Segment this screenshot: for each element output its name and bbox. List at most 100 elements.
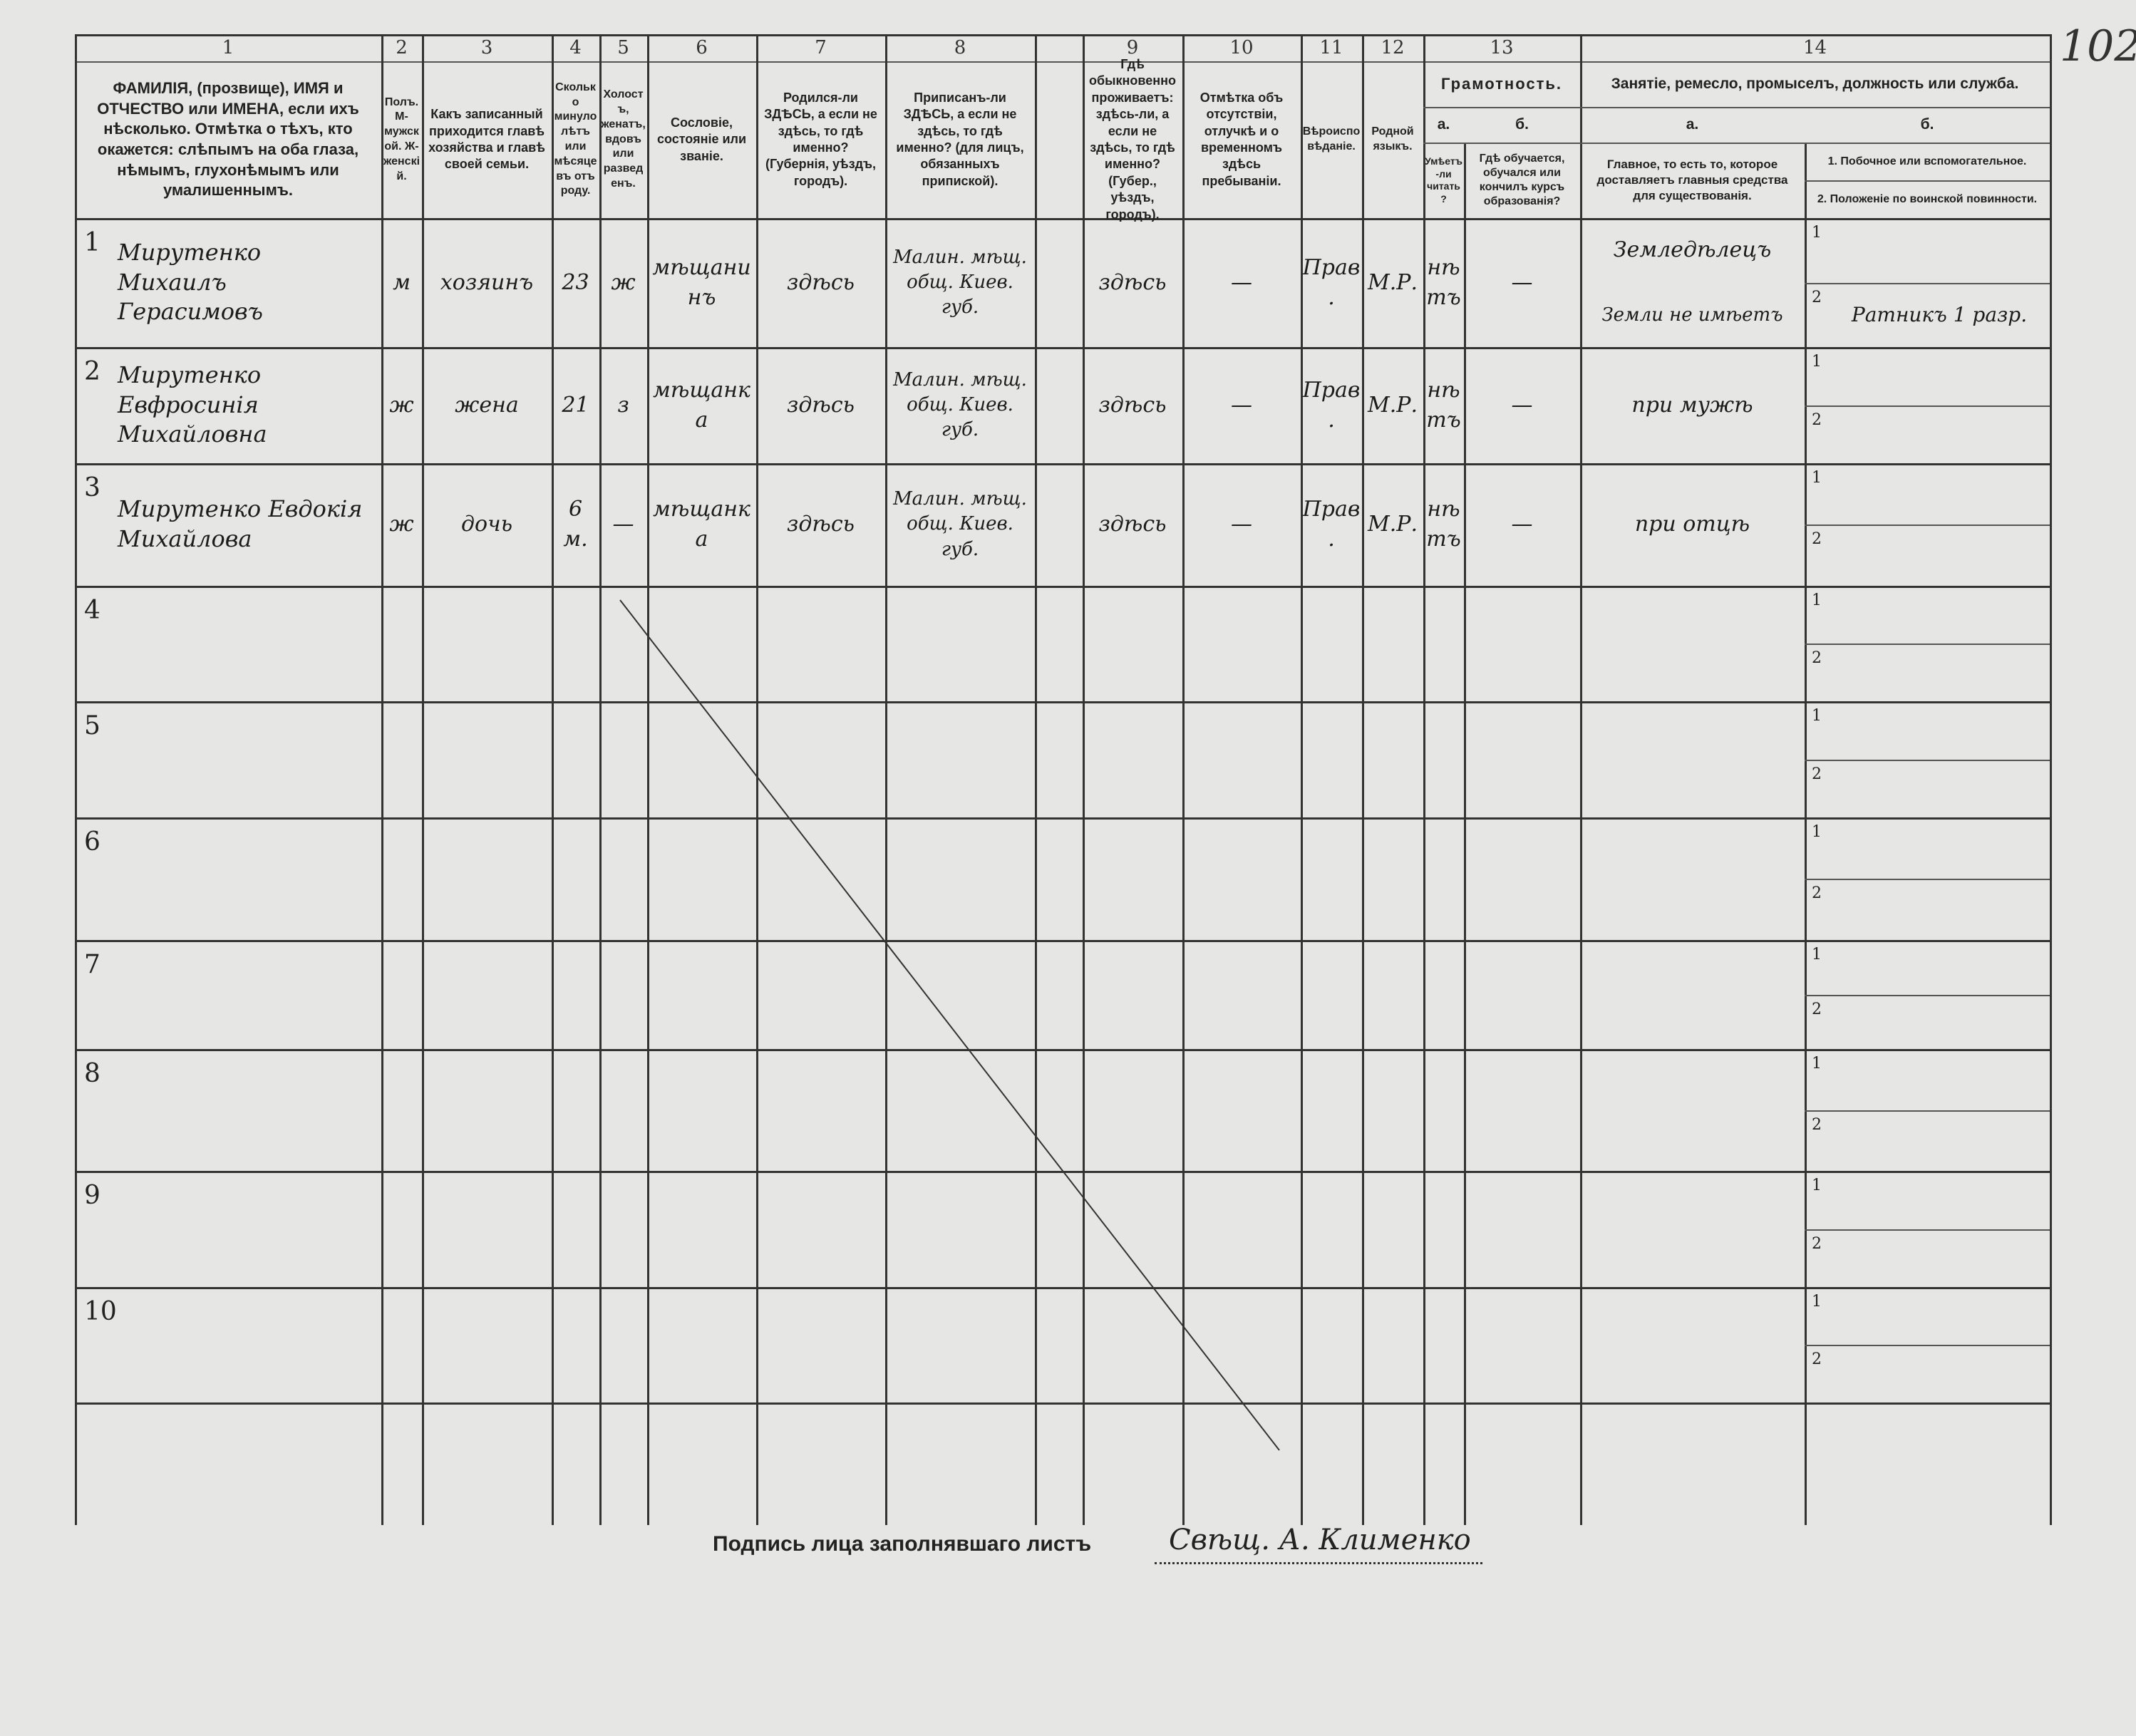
column-line <box>2050 34 2052 1525</box>
occupation-a-header: Главное, то есть то, которое доставляетъ… <box>1596 157 1788 203</box>
column-line <box>1083 34 1085 1525</box>
column-line <box>1301 34 1303 1525</box>
column-header: Гдѣ обыкновенно проживаетъ: здѣсь-ли, а … <box>1089 57 1176 222</box>
sub-row-line <box>1805 1110 2050 1112</box>
column-line <box>552 34 554 1525</box>
column-number: 12 <box>1381 37 1405 58</box>
cell-language: М.Р. <box>1368 392 1418 418</box>
column-line <box>75 34 77 1525</box>
column-header: Какъ записанный приходится главѣ хозяйст… <box>428 107 545 172</box>
sub-line <box>1580 107 2050 108</box>
literacy-b-header: Гдѣ обучается, обучался или кончилъ курс… <box>1479 153 1565 207</box>
sub-row-number: 2 <box>1812 649 1822 667</box>
cell-marital: ж <box>611 269 636 295</box>
column-number: 14 <box>1802 37 1827 58</box>
literacy-a-header: Умѣетъ-ли читать? <box>1425 155 1462 205</box>
literacy-title: Грамотность. <box>1440 75 1563 93</box>
row-number: 6 <box>84 827 100 857</box>
sub-row-number: 1 <box>1812 224 1822 242</box>
signature-label: Подпись лица заполнявшаго листъ <box>713 1532 1092 1556</box>
sub-row-number: 2 <box>1812 530 1822 548</box>
cell-age: 6 м. <box>563 497 588 552</box>
literacy-b-letter: б. <box>1515 115 1529 133</box>
row-line <box>75 1171 2050 1173</box>
column-number: 4 <box>569 37 582 58</box>
row-line <box>75 701 2050 703</box>
column-number: 7 <box>815 37 827 58</box>
sub-row-line <box>1805 405 2050 407</box>
row-number: 8 <box>84 1059 100 1088</box>
cell-residence: здѣсь <box>1098 512 1167 537</box>
occupation-title: Занятіе, ремесло, промыселъ, должность и… <box>1611 75 2019 92</box>
column-header: ФАМИЛІЯ, (прозвище), ИМЯ и ОТЧЕСТВО или … <box>97 79 359 200</box>
row-line <box>75 586 2050 588</box>
row-number: 1 <box>84 228 100 257</box>
column-header: Приписанъ-ли ЗДѢСЬ, а если не здѣсь, то … <box>896 90 1024 188</box>
row-line <box>75 218 2050 220</box>
column-number: 9 <box>1126 37 1139 58</box>
cell-relation: жена <box>455 392 519 418</box>
sub-row-number: 2 <box>1812 1350 1822 1368</box>
cell-age: 21 <box>562 392 589 418</box>
cell-residence: здѣсь <box>1098 269 1167 295</box>
column-number: 5 <box>617 37 629 58</box>
cell-religion: Прав. <box>1302 497 1361 552</box>
row-number: 10 <box>84 1297 117 1326</box>
cell-registered: Малин. мѣщ. общ. Киев. губ. <box>893 246 1027 319</box>
sub-row-number: 2 <box>1812 1115 1822 1134</box>
cell-estate: мѣщанка <box>653 497 750 552</box>
cell-language: М.Р. <box>1368 512 1418 537</box>
number-row-line <box>75 61 2050 63</box>
sub-row-line <box>1805 759 2050 761</box>
column-number: 6 <box>696 37 708 58</box>
column-line <box>756 34 758 1525</box>
column-header: Полъ. М-мужской. Ж-женскій. <box>383 95 421 182</box>
cell-relation: дочь <box>460 512 513 537</box>
column-header: Сколько минуло лѣтъ или мѣсяцевъ отъ род… <box>554 81 597 197</box>
row-line <box>75 347 2050 349</box>
cell-occupation-main: при отцѣ <box>1634 512 1750 537</box>
column-number: 13 <box>1490 37 1514 58</box>
column-header: Холостъ, женатъ, вдовъ или разведенъ. <box>601 88 646 190</box>
cell-occupation-main: при мужѣ <box>1631 392 1753 418</box>
sub-row-line <box>1805 879 2050 880</box>
sub-row-number: 2 <box>1812 288 1822 306</box>
column-line <box>1362 34 1364 1525</box>
sub-row-number: 2 <box>1812 1234 1822 1253</box>
sub-row-number: 1 <box>1812 1177 1822 1194</box>
sub-row-number: 1 <box>1812 1293 1822 1311</box>
column-header: Отмѣтка объ отсутствіи, отлучкѣ и о врем… <box>1199 90 1284 188</box>
cell-literacy-b: — <box>1511 269 1533 295</box>
row-line <box>75 1049 2050 1051</box>
cell-born: здѣсь <box>787 269 855 295</box>
column-line <box>1580 34 1582 1525</box>
column-line <box>1805 143 1807 1525</box>
column-line <box>647 34 649 1525</box>
row-line <box>75 1287 2050 1289</box>
column-line <box>1035 34 1037 1525</box>
sub-row-number: 2 <box>1812 884 1822 902</box>
cell-language: М.Р. <box>1368 269 1418 295</box>
cell-absence: — <box>1231 392 1252 418</box>
cell-age: 23 <box>562 269 589 295</box>
cell-born: здѣсь <box>787 512 855 537</box>
row-line <box>75 817 2050 820</box>
sub-row-number: 1 <box>1812 469 1822 487</box>
sub-line <box>1805 180 2050 182</box>
column-line <box>422 34 424 1525</box>
sub-row-line <box>1805 1345 2050 1346</box>
cell-estate: мѣщанка <box>653 377 750 433</box>
cell-name: Мирутенко Михаилъ Герасимовъ <box>118 239 263 326</box>
column-number: 8 <box>954 37 966 58</box>
column-number: 3 <box>480 37 493 58</box>
cell-literacy-a: нѣтъ <box>1426 497 1461 552</box>
row-number: 9 <box>84 1181 100 1210</box>
cell-residence: здѣсь <box>1098 392 1167 418</box>
row-line <box>75 940 2050 942</box>
cell-absence: — <box>1231 269 1252 295</box>
cell-marital: з <box>617 392 629 418</box>
cell-marital: — <box>612 512 634 537</box>
column-header: Родной языкъ. <box>1371 125 1414 153</box>
sub-row-line <box>1805 1229 2050 1231</box>
